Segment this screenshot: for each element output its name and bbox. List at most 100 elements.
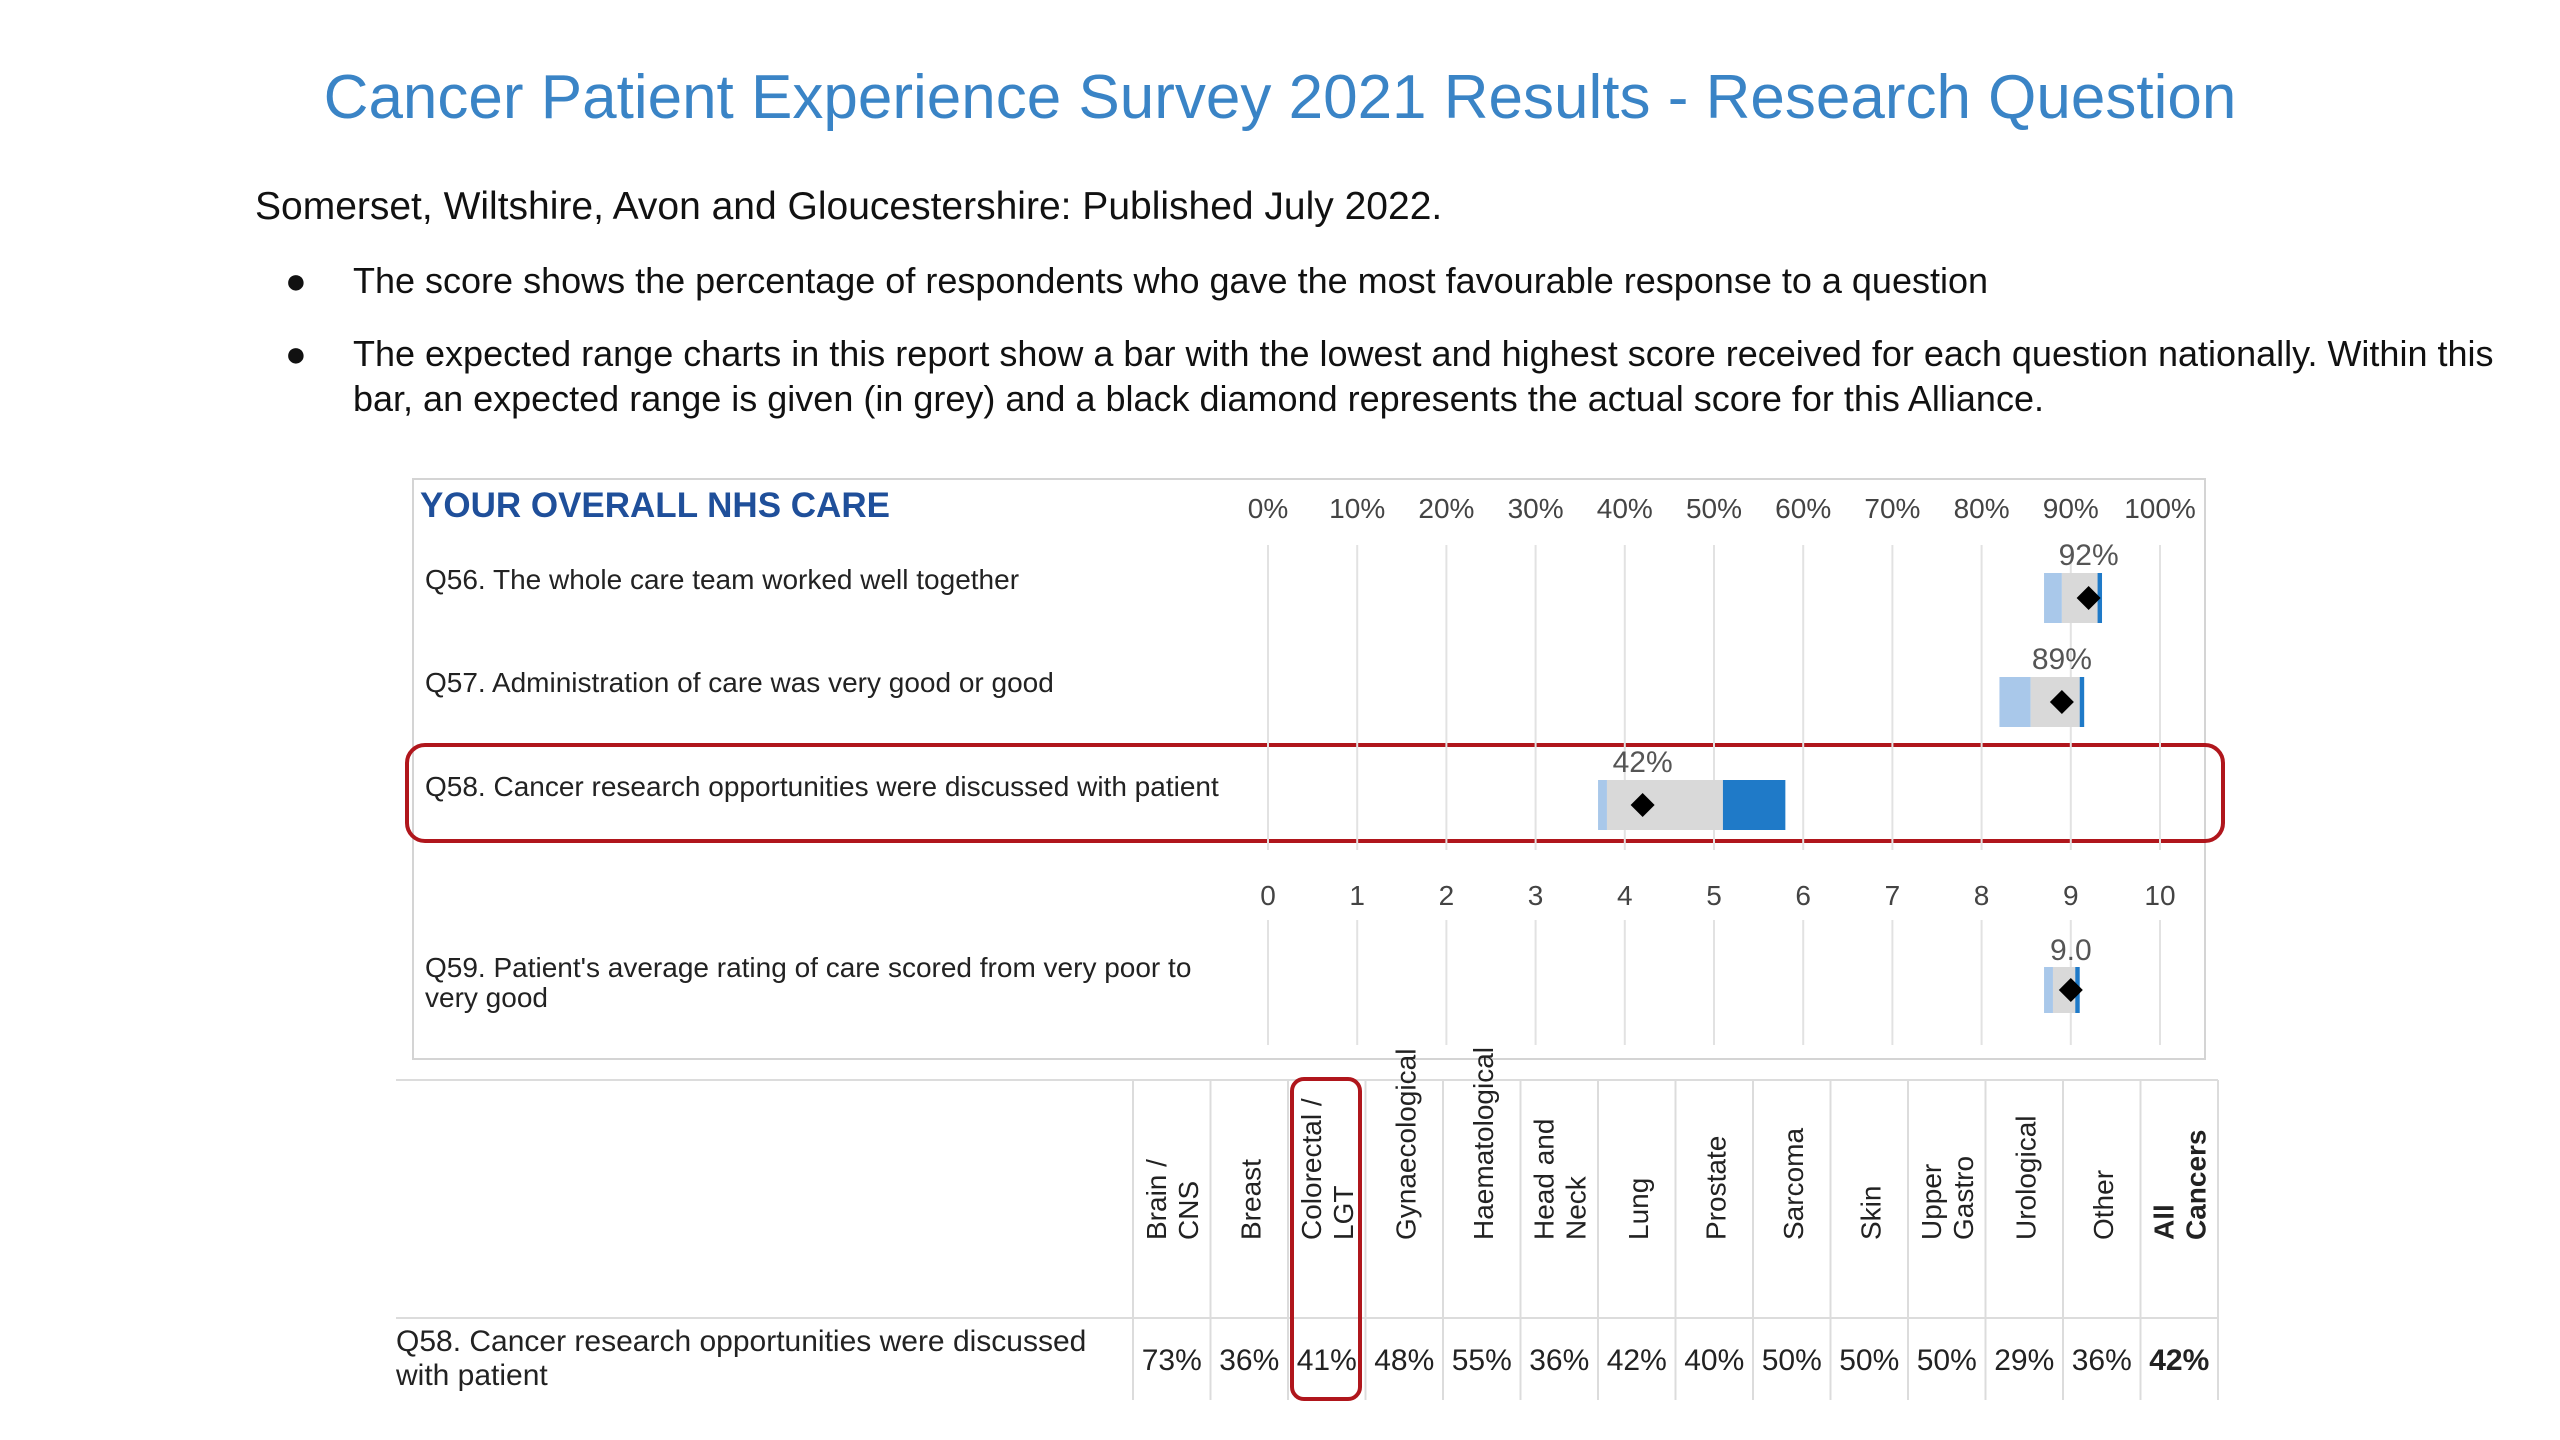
question-label-q59: Q59. Patient's average rating of care sc… [425,952,1192,1013]
table-column-header: All Cancers [2148,1129,2211,1240]
score-label: 9.0 [2050,934,2092,967]
table-column-header: Head and Neck [1528,1119,1591,1240]
axis-tick-label: 8 [1974,880,1990,911]
bullet-dot-icon: ● [285,260,307,301]
table-column-header: Prostate [1700,1136,1731,1240]
table-column-header: Haematological [1468,1047,1499,1240]
table-column-header: Colorectal / LGT [1296,1098,1359,1240]
table-cell-value: 41% [1297,1344,1357,1377]
table-column-header-line: Haematological [1468,1047,1499,1240]
table-column-header: Lung [1623,1178,1654,1240]
table-column-header-line: Prostate [1700,1136,1731,1240]
range-bar-low [1999,677,2031,727]
table-row-label: Q58. Cancer research opportunities were … [396,1325,1087,1392]
axis-tick-label: 0 [1260,880,1276,911]
question-label-q58: Q58. Cancer research opportunities were … [425,771,1219,802]
table-cell-value: 55% [1452,1344,1512,1377]
table-column-header-line: Sarcoma [1778,1128,1809,1240]
score-diamond [2049,690,2074,714]
table-column-header: Upper Gastro [1916,1156,1979,1240]
range-bar-high [2079,677,2085,727]
table-column-header-line: Lung [1623,1178,1654,1240]
table-column-header-line: Neck [1560,1175,1591,1240]
axis-tick-label: 4 [1617,880,1633,911]
table-column-header: Breast [1235,1159,1266,1240]
bullet-dot-icon: ● [285,333,307,374]
axis-tick-label: 40% [1597,493,1653,524]
range-bar-expected [1606,780,1723,830]
table-column-header-line: Urological [2010,1116,2041,1241]
table-column-header-line: Colorectal / [1296,1098,1327,1240]
axis-tick-label: 6 [1795,880,1811,911]
range-bar-low [1598,780,1607,830]
question-label-q57: Q57. Administration of care was very goo… [425,667,1054,698]
page-subtitle: Somerset, Wiltshire, Avon and Gloucester… [255,185,1443,228]
table-column-header-line: CNS [1173,1181,1204,1240]
axis-tick-label: 70% [1864,493,1920,524]
axis-tick-label: 3 [1528,880,1544,911]
table-column-header: Gynaecological [1390,1049,1421,1240]
range-bar-low [2044,573,2062,623]
table-cell-value: 36% [2072,1344,2132,1377]
score-label: 89% [2032,643,2092,676]
table-column-header-line: All [2148,1204,2179,1240]
table-column-header-line: Gastro [1948,1156,1979,1240]
colorectal-column-highlight [1290,1077,1362,1401]
table-column-header-line: Gynaecological [1390,1049,1421,1240]
axis-tick-label: 80% [1954,493,2010,524]
bullet-item: ● The score shows the percentage of resp… [285,258,2545,303]
question-label-q56: Q56. The whole care team worked well tog… [425,564,1020,595]
table-cell-value: 48% [1374,1344,1434,1377]
table-column-header-line: Head and [1528,1119,1559,1240]
axis-tick-label: 20% [1418,493,1474,524]
axis-tick-label: 5 [1706,880,1722,911]
score-diamond [2058,978,2083,1002]
range-chart-panel [412,478,2206,1060]
table-column-header-line: Breast [1235,1159,1266,1240]
axis-tick-label: 1 [1349,880,1365,911]
table-cell-value: 50% [1762,1344,1822,1377]
table-cell-value: 36% [1529,1344,1589,1377]
table-column-header-line: Brain / [1141,1159,1172,1240]
table-column-header: Other [2088,1170,2119,1240]
table-column-header: Skin [1855,1186,1886,1240]
bullet-item: ● The expected range charts in this repo… [285,331,2545,421]
bullet-text: The score shows the percentage of respon… [353,260,1989,301]
q58-highlight-box [405,743,2225,843]
table-cell-value: 40% [1684,1344,1744,1377]
axis-tick-label: 10 [2144,880,2175,911]
axis-tick-label: 0% [1248,493,1288,524]
axis-tick-label: 7 [1885,880,1901,911]
table-cell-value: 50% [1917,1344,1977,1377]
table-cell-value: 50% [1839,1344,1899,1377]
chart-section-heading: YOUR OVERALL NHS CARE [420,486,890,525]
score-diamond [1630,793,1655,817]
axis-tick-label: 60% [1775,493,1831,524]
axis-tick-label: 2 [1439,880,1455,911]
score-label: 42% [1613,746,1673,779]
table-column-header-line: Upper [1916,1164,1947,1240]
bullet-list: ● The score shows the percentage of resp… [285,258,2545,449]
table-column-header: Brain / CNS [1141,1159,1204,1240]
table-cell-value: 73% [1142,1344,1202,1377]
range-bar-high [1722,780,1786,830]
axis-tick-label: 90% [2043,493,2099,524]
table-cell-value: 29% [1994,1344,2054,1377]
table-cell-value: 42% [1607,1344,1667,1377]
axis-tick-label: 30% [1508,493,1564,524]
score-diamond [2076,586,2101,610]
axis-tick-label: 9 [2063,880,2079,911]
score-label: 92% [2059,539,2119,572]
axis-tick-label: 10% [1329,493,1385,524]
bullet-text: The expected range charts in this report… [353,333,2494,419]
table-column-header-line: LGT [1328,1186,1359,1240]
table-cell-value: 36% [1219,1344,1279,1377]
axis-tick-label: 100% [2124,493,2196,524]
axis-tick-label: 50% [1686,493,1742,524]
range-bar-low [2044,967,2053,1013]
table-column-header: Sarcoma [1778,1128,1809,1240]
page-title: Cancer Patient Experience Survey 2021 Re… [323,63,2237,132]
table-column-header-line: Skin [1855,1186,1886,1240]
table-column-header: Urological [2010,1116,2041,1241]
